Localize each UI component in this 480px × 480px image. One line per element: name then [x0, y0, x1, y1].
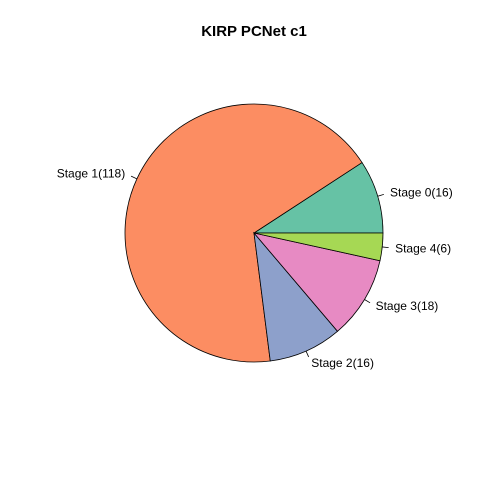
pie-slices	[124, 103, 384, 363]
pie-leader-line-2	[305, 350, 310, 358]
pie-slice-label-0: Stage 0(16)	[390, 186, 453, 200]
pie-slice-3	[252, 232, 381, 332]
pie-slice-label-2: Stage 2(16)	[311, 356, 374, 370]
pie-slice-4	[253, 232, 384, 262]
pie-leader-line-0	[377, 194, 384, 197]
pie-leader-line-4	[382, 246, 389, 249]
chart-title: KIRP PCNet c1	[201, 23, 307, 40]
pie-leader-line-3	[364, 299, 371, 304]
pie-slice-1	[124, 103, 363, 363]
pie-slice-label-3: Stage 3(18)	[376, 299, 439, 313]
pie-slice-label-4: Stage 4(6)	[395, 241, 451, 255]
pie-slice-label-1: Stage 1(118)	[57, 166, 126, 180]
pie-labels: Stage 0(16) Stage 1(118) Stage 2(16) Stage …	[57, 166, 453, 369]
pie-leader-line-1	[130, 175, 138, 180]
